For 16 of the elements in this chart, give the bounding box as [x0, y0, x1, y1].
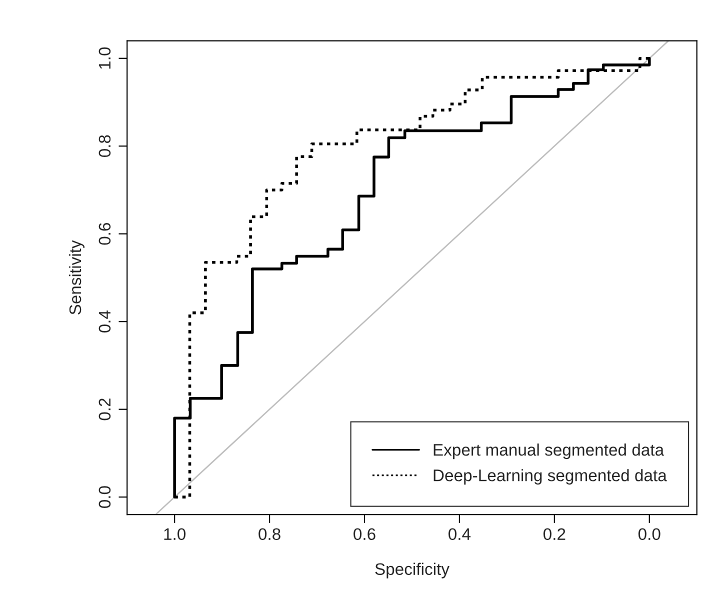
x-tick-label: 0.0 — [638, 528, 660, 540]
x-tick-label: 0.8 — [258, 528, 280, 540]
x-tick-label: 0.2 — [543, 528, 566, 540]
y-tick-label: 0.6 — [98, 222, 111, 245]
y-axis-title: Sensitivity — [68, 240, 84, 314]
x-axis-title: Specificity — [375, 562, 450, 578]
y-tick-label: 0.0 — [98, 486, 111, 508]
y-tick-label: 0.8 — [98, 135, 111, 158]
x-tick-label: 1.0 — [164, 528, 186, 540]
legend-label: Deep-Learning segmented data — [434, 469, 667, 485]
y-tick-label: 0.2 — [98, 398, 111, 420]
legend-label: Expert manual segmented data — [434, 444, 664, 460]
y-tick-label: 1.0 — [98, 47, 111, 69]
y-tick-label: 0.4 — [98, 310, 111, 333]
x-tick-label: 0.4 — [448, 528, 471, 540]
x-tick-label: 0.6 — [354, 528, 376, 540]
